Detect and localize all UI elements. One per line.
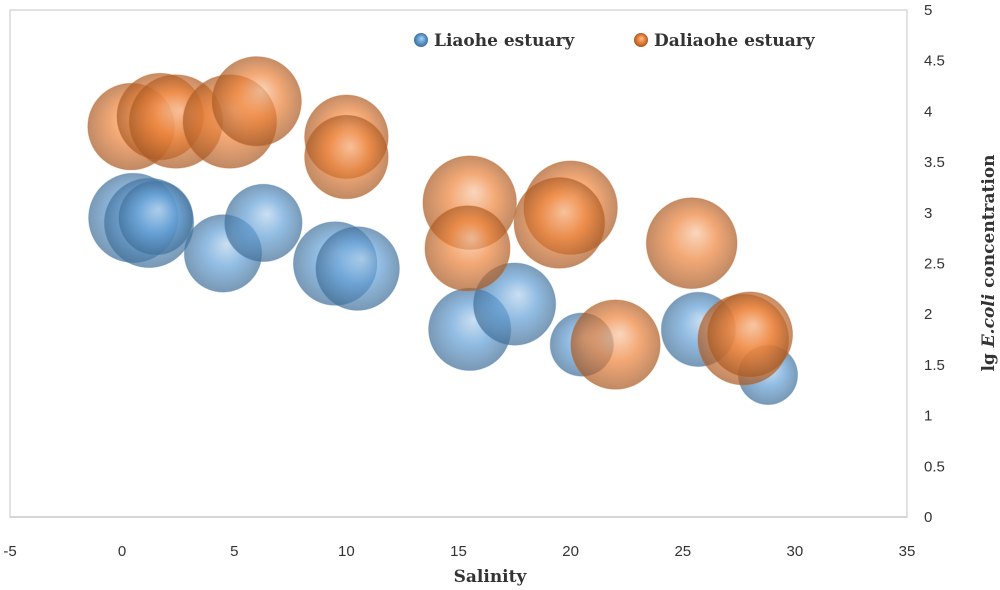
legend-label-liaohe: Liaohe estuary	[434, 31, 575, 51]
x-tick-label: 30	[787, 543, 804, 560]
x-tick-label: 15	[450, 543, 467, 560]
x-tick-label: 0	[118, 543, 126, 560]
x-tick-label: -5	[3, 543, 16, 560]
bubble-daliaohe-10	[513, 177, 606, 269]
x-tick-label: 10	[338, 543, 355, 560]
bubble-daliaohe-14	[706, 291, 794, 378]
y-axis-title-suffix: concentration	[979, 154, 999, 293]
y-axis-title: lg E.coli concentration	[979, 154, 999, 371]
legend-label-daliaohe: Daliaohe estuary	[654, 31, 816, 51]
legend-marker-liaohe	[414, 33, 428, 47]
bubble-liaohe-8	[472, 262, 557, 346]
bubble-liaohe-2	[118, 180, 194, 256]
legend-marker-daliaohe	[634, 33, 648, 47]
y-tick-label: 2.5	[924, 256, 945, 273]
y-tick-labels: 0 0.5 1 1.5 2 2.5 3 3.5 4 4.5 5	[924, 2, 945, 526]
y-tick-label: 0	[924, 509, 932, 526]
y-tick-label: 1.5	[924, 357, 945, 374]
bubble-daliaohe-6	[304, 114, 389, 200]
y-tick-label: 4	[924, 103, 932, 120]
y-axis-title-italic: E.coli	[979, 294, 999, 348]
y-tick-label: 5	[924, 2, 932, 19]
y-tick-label: 1	[924, 408, 932, 425]
y-tick-label: 3	[924, 205, 932, 222]
x-tick-label: 5	[230, 543, 238, 560]
bubble-daliaohe-8	[424, 205, 511, 292]
y-axis-title-prefix: lg	[979, 347, 999, 371]
bubble-layer	[87, 56, 799, 406]
y-tick-label: 0.5	[924, 458, 945, 475]
y-tick-label: 2	[924, 306, 932, 323]
bubble-liaohe-6	[315, 226, 400, 311]
y-tick-label: 3.5	[924, 154, 945, 171]
bubble-daliaohe-12	[570, 299, 661, 390]
x-tick-label: 35	[899, 543, 916, 560]
bubble-daliaohe-4	[211, 56, 302, 147]
bubble-liaohe-4	[224, 183, 303, 263]
x-tick-label: 20	[562, 543, 579, 560]
x-axis-title: Salinity	[454, 567, 528, 587]
x-tick-label: 25	[674, 543, 691, 560]
y-tick-label: 4.5	[924, 53, 945, 70]
x-tick-labels: -5 0 5 10 15 20 25 30 35	[3, 543, 915, 560]
bubble-daliaohe-11	[645, 197, 738, 290]
legend: Liaohe estuary Daliaohe estuary	[414, 31, 816, 51]
